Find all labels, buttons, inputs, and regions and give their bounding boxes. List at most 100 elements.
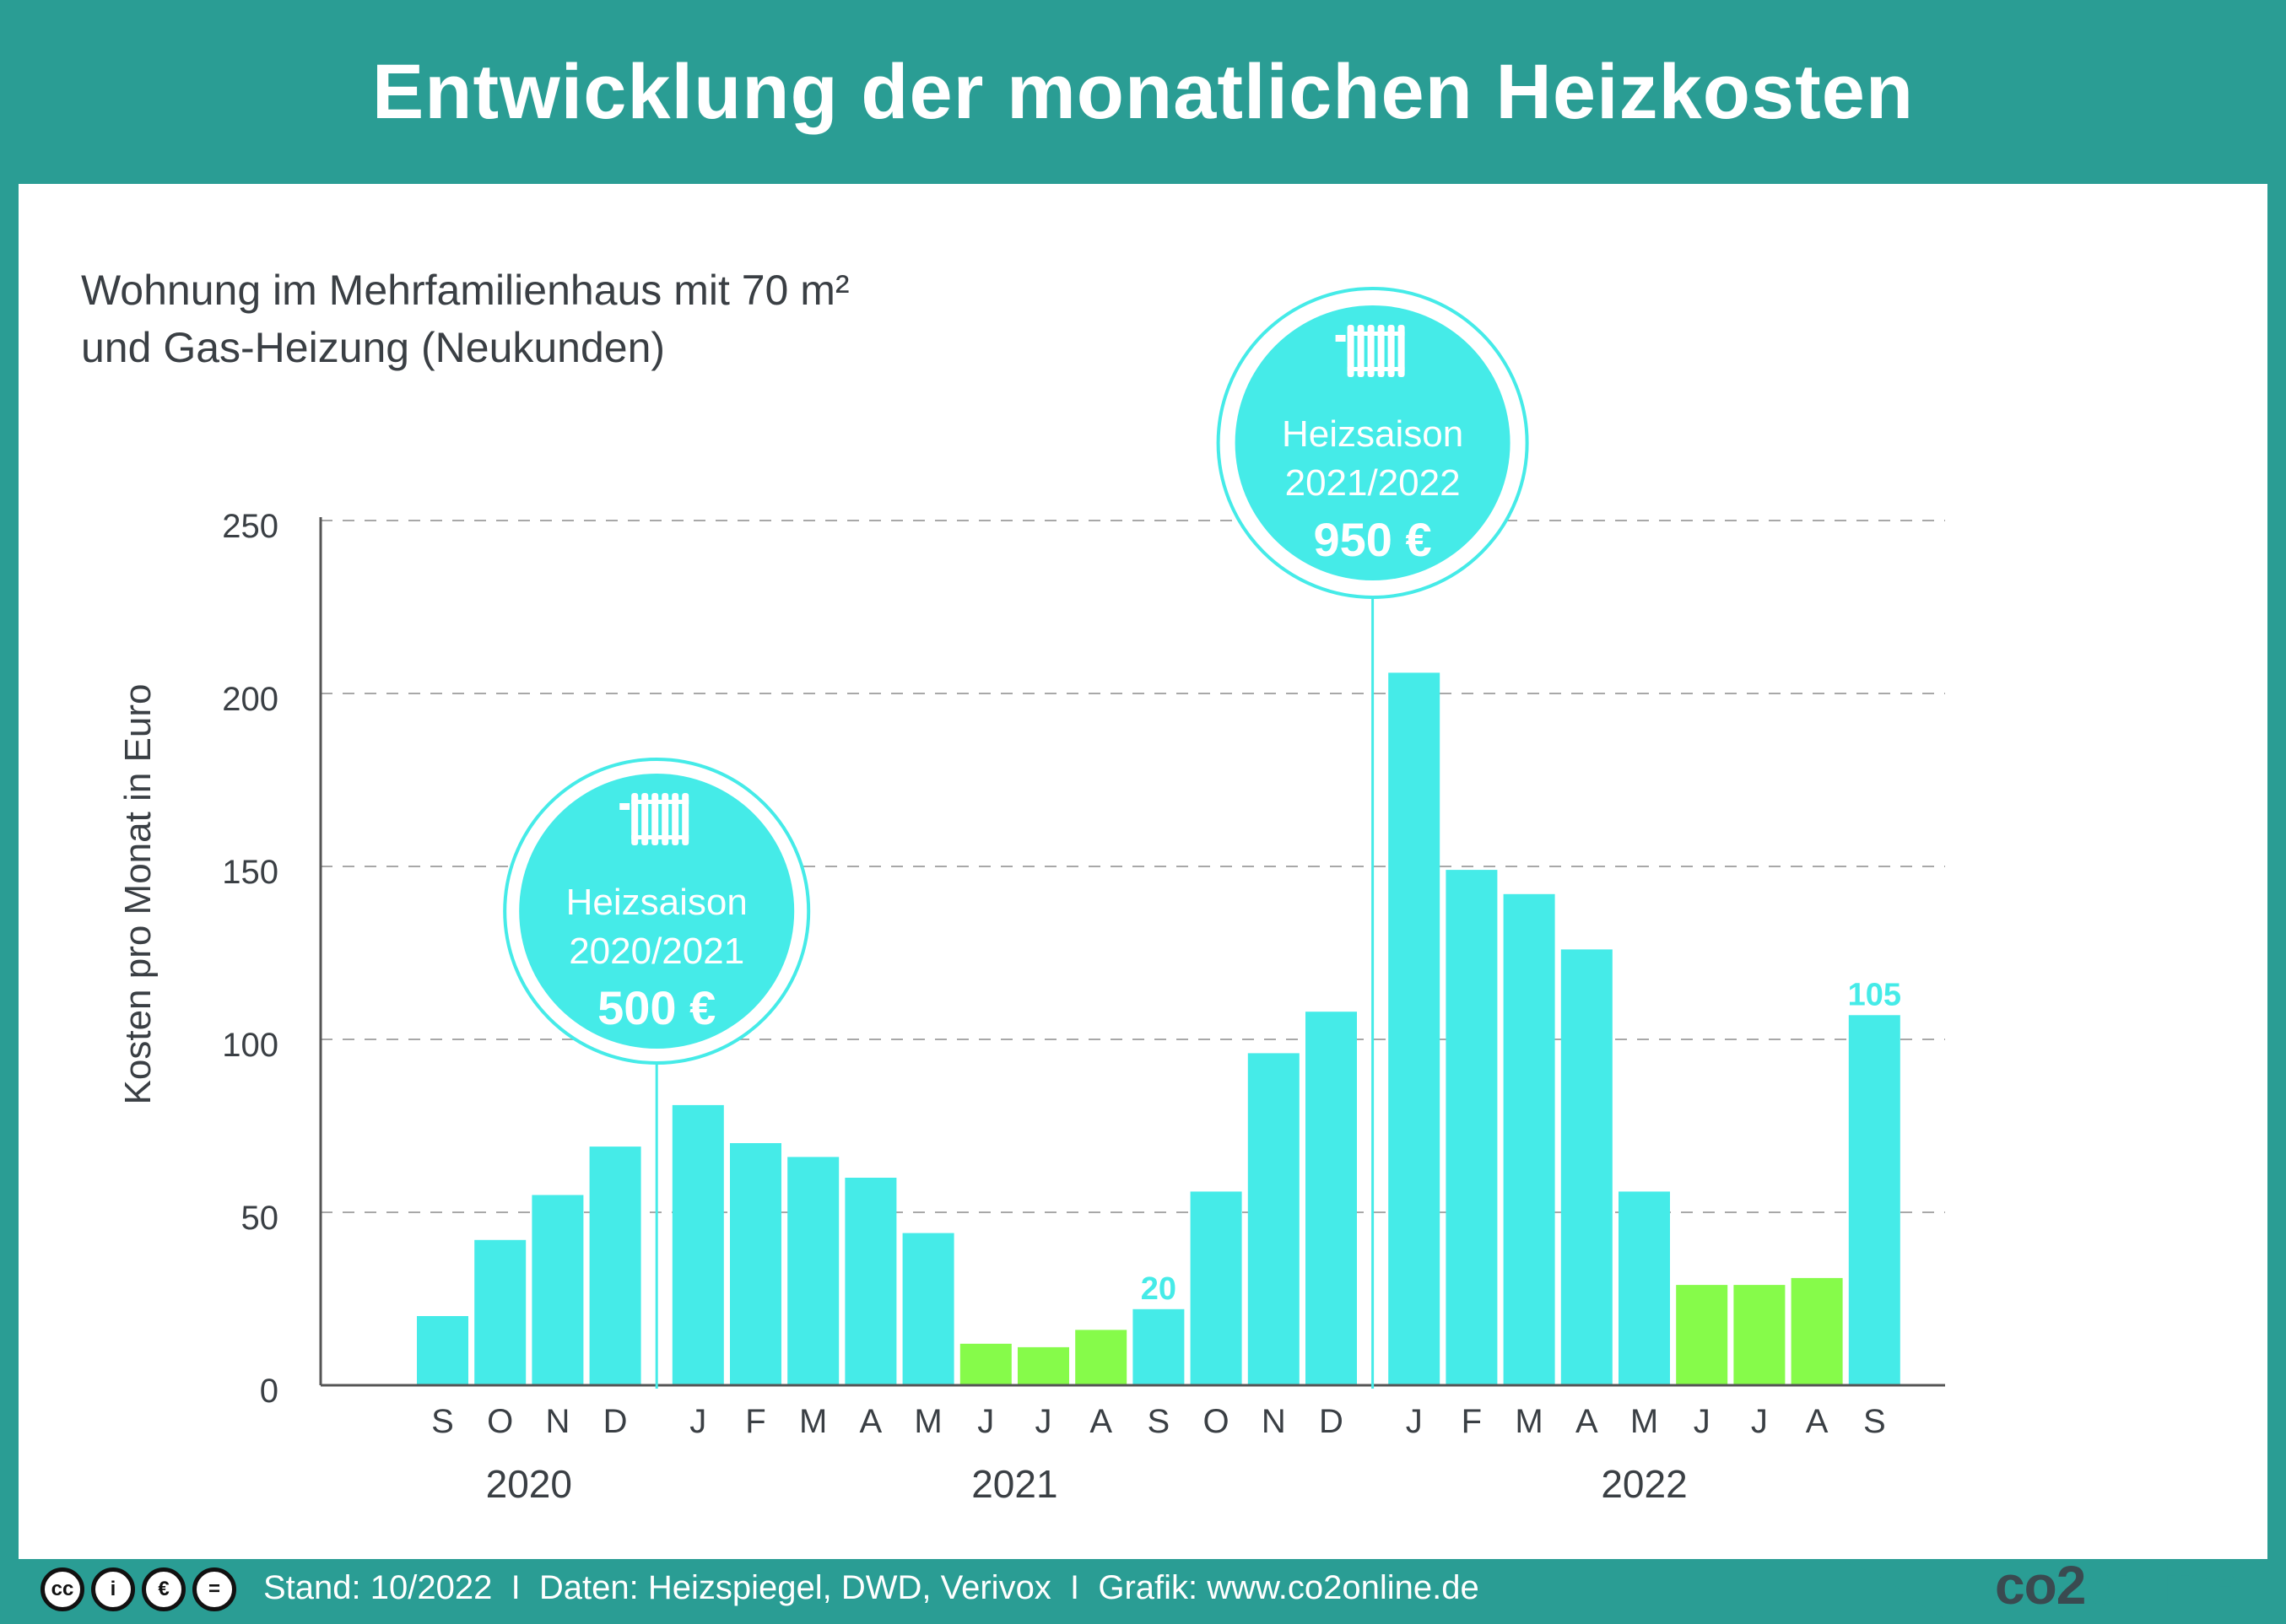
y-tick-label: 200	[222, 681, 278, 718]
radiator-valve	[619, 803, 630, 810]
radiator-fin	[1347, 325, 1354, 377]
radiator-pipe	[1347, 367, 1405, 371]
x-tick-label: F	[1462, 1403, 1482, 1440]
footer-credits: Stand: 10/2022 I Daten: Heizspiegel, DWD…	[263, 1569, 1479, 1606]
season-circle	[1235, 305, 1510, 580]
bar-12	[1132, 1308, 1185, 1385]
radiator-fin	[682, 793, 689, 845]
radiator-fin	[672, 793, 679, 845]
year-label: 2020	[486, 1462, 572, 1506]
radiator-valve	[1335, 335, 1346, 342]
bar-19	[1560, 949, 1613, 1385]
radiator-pipe	[1347, 332, 1405, 336]
x-tick-label: S	[1863, 1403, 1886, 1440]
radiator-fin	[662, 793, 669, 845]
x-tick-label: M	[914, 1403, 942, 1440]
radiator-fin	[1397, 325, 1405, 377]
bar-16	[1388, 672, 1440, 1385]
x-tick-label: A	[1089, 1403, 1112, 1440]
x-tick-label: S	[431, 1403, 454, 1440]
y-tick-label: 150	[222, 854, 278, 891]
y-tick-label: 0	[260, 1373, 278, 1410]
x-tick-label: D	[603, 1403, 628, 1440]
bar-17	[1446, 870, 1498, 1385]
x-tick-label: J	[1694, 1403, 1710, 1440]
subtitle-line-2: und Gas-Heizung (Neukunden)	[81, 324, 666, 371]
footer-band	[0, 1559, 1966, 1624]
x-tick-label: J	[1751, 1403, 1768, 1440]
y-tick-label: 100	[222, 1027, 278, 1064]
radiator-icon	[1335, 325, 1405, 377]
axes	[319, 517, 1945, 1387]
by-icon: i	[91, 1567, 135, 1611]
season-cost: 950 €	[1314, 513, 1432, 566]
cc-icon: cc	[41, 1567, 84, 1611]
bar-4	[672, 1104, 724, 1385]
bar-22	[1733, 1285, 1786, 1385]
x-tick-label: M	[1515, 1403, 1543, 1440]
bar-10	[1018, 1346, 1069, 1385]
x-tick-label: D	[1319, 1403, 1343, 1440]
x-tick-label: F	[745, 1403, 765, 1440]
bar-0	[417, 1316, 468, 1385]
x-tick-label: A	[860, 1403, 883, 1440]
x-tick-label: O	[1203, 1403, 1229, 1440]
bar-7	[845, 1178, 897, 1385]
season-period: 2021/2022	[1285, 462, 1461, 504]
x-tick-label: A	[1575, 1403, 1598, 1440]
bar-3	[589, 1147, 641, 1385]
season-period: 2020/2021	[569, 931, 744, 972]
logo-part-co2: co2	[1995, 1555, 2086, 1616]
y-tick-label: 250	[222, 508, 278, 545]
season-cost: 500 €	[597, 981, 716, 1034]
radiator-fin	[1377, 325, 1385, 377]
bars	[417, 672, 1900, 1385]
bar-1	[474, 1239, 527, 1385]
logo-part-online: online	[2085, 1555, 2240, 1616]
season-callout-0: Heizsaison 2020/2021 500 €	[503, 758, 811, 1389]
season-name: Heizsaison	[1282, 413, 1463, 455]
bar-5	[730, 1143, 781, 1385]
year-label: 2022	[1601, 1462, 1687, 1506]
x-tick-label: A	[1806, 1403, 1829, 1440]
nc-icon: €	[142, 1567, 186, 1611]
x-tick-label: M	[799, 1403, 827, 1440]
bar-14	[1247, 1053, 1300, 1385]
bar-15	[1305, 1012, 1357, 1385]
x-tick-label: J	[977, 1403, 994, 1440]
bar-11	[1075, 1330, 1127, 1385]
radiator-fin	[641, 793, 649, 845]
bar-20	[1619, 1191, 1670, 1385]
data-label: 105	[1848, 977, 1901, 1012]
season-circle	[519, 774, 795, 1049]
bar-24	[1848, 1015, 1900, 1385]
y-axis-title: Kosten pro Monat in Euro	[117, 684, 159, 1105]
radiator-fin	[631, 793, 639, 845]
x-tick-label: O	[487, 1403, 513, 1440]
labels: 0 50 100 150 200 250 Kosten pro Monat in Euro S…	[117, 508, 1901, 1506]
season-callouts: Heizsaison 2020/2021 500 € Heizsaison 2021/2…	[503, 287, 1529, 1389]
data-label: 20	[1141, 1271, 1176, 1307]
bar-23	[1791, 1277, 1843, 1385]
chart-subtitle: Wohnung im Mehrfamilienhaus mit 70 m² un…	[81, 262, 850, 376]
bar-2	[532, 1195, 584, 1385]
nd-icon: =	[192, 1567, 236, 1611]
bar-13	[1190, 1191, 1242, 1385]
radiator-pipe	[631, 835, 689, 839]
season-callout-1: Heizsaison 2021/2022 950 €	[1216, 287, 1529, 1389]
radiator-fin	[1357, 325, 1365, 377]
header: Entwicklung der monatlichen Heizkosten	[0, 0, 2286, 184]
x-tick-label: M	[1630, 1403, 1658, 1440]
x-tick-label: N	[1262, 1403, 1286, 1440]
page-title: Entwicklung der monatlichen Heizkosten	[371, 48, 1915, 135]
x-tick-label: N	[545, 1403, 570, 1440]
radiator-icon	[619, 793, 689, 845]
season-name: Heizsaison	[566, 882, 748, 923]
bar-21	[1676, 1285, 1728, 1385]
x-tick-label: S	[1148, 1403, 1170, 1440]
radiator-fin	[1367, 325, 1375, 377]
x-tick-label: J	[1406, 1403, 1423, 1440]
radiator-fin	[651, 793, 659, 845]
co2online-logo[interactable]: co2online	[1995, 1554, 2240, 1616]
